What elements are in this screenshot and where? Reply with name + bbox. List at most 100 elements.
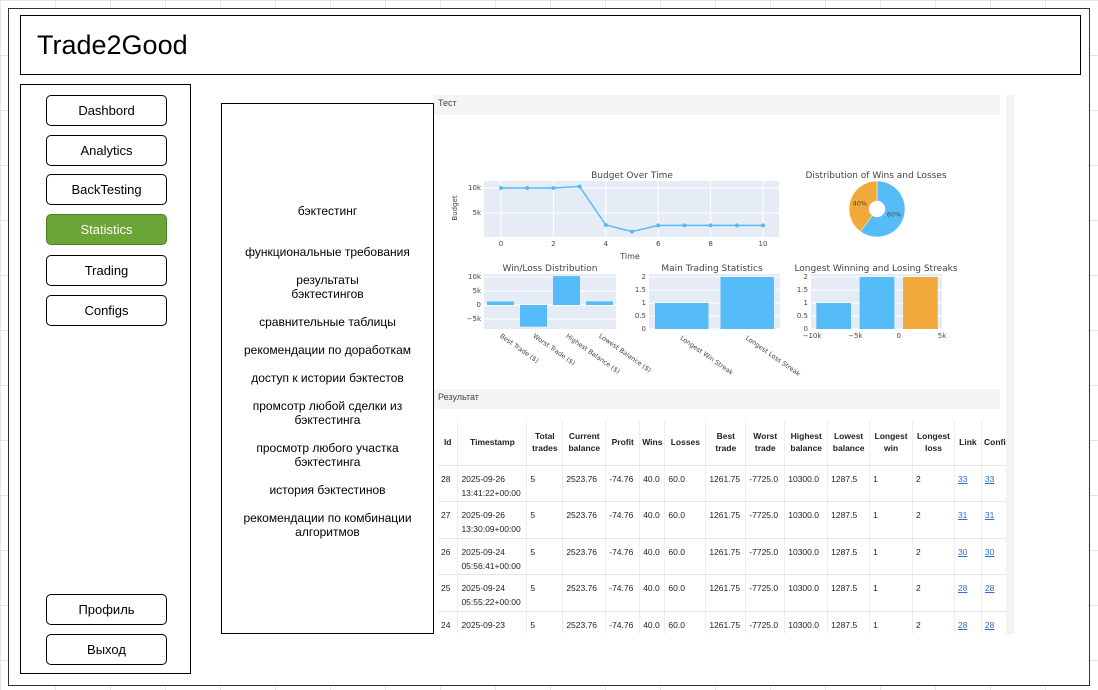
column-header: Worst trade xyxy=(745,420,786,465)
link-link[interactable]: 28 xyxy=(957,583,968,593)
column-header: Best trade xyxy=(705,420,747,465)
table-cell: 1287.5 xyxy=(827,464,871,502)
pie-slice xyxy=(860,180,906,238)
bar xyxy=(520,305,547,327)
bar xyxy=(553,276,580,305)
x-tick-label: 0 xyxy=(896,332,900,340)
req-item: рекомендации по комбинации алгоритмов xyxy=(243,511,412,539)
y-axis-label: Budget xyxy=(451,195,459,220)
y-tick-label: 0 xyxy=(477,301,481,309)
table-cell: 28 xyxy=(954,574,982,611)
profile-button[interactable]: Профиль xyxy=(46,594,167,625)
plot-background xyxy=(484,181,779,237)
nav-statistics[interactable]: Statistics xyxy=(46,214,167,245)
data-point xyxy=(682,223,687,228)
table-cell: 1 xyxy=(869,501,914,538)
table-cell: 2523.76 xyxy=(562,610,607,634)
section-test-header: Тест xyxy=(434,95,1000,115)
table-cell: -7725.0 xyxy=(745,501,786,538)
x-tick-label: 4 xyxy=(604,240,609,248)
chart-title: Longest Winning and Losing Streaks xyxy=(794,264,957,274)
table-cell: -7725.0 xyxy=(745,464,786,502)
config-link[interactable]: 31 xyxy=(984,510,995,520)
config-link[interactable]: 28 xyxy=(984,619,995,630)
y-tick-label: 0.5 xyxy=(797,312,808,320)
link-link[interactable]: 33 xyxy=(957,473,968,484)
table-cell: 27 xyxy=(438,501,459,538)
table-cell: 10300.0 xyxy=(784,464,829,502)
nav-trading[interactable]: Trading xyxy=(46,255,167,286)
x-tick-label: 8 xyxy=(708,240,712,248)
table-cell: 2523.76 xyxy=(562,464,607,502)
nav-analytics[interactable]: Analytics xyxy=(46,135,167,166)
y-tick-label: 10k xyxy=(468,273,482,281)
column-header: Total trades xyxy=(526,420,564,465)
table-cell: 2 xyxy=(912,610,955,634)
table-row: 25 2025-09-24 05:55:22+00:00 5 2523.76 -74.7… xyxy=(438,574,1014,611)
nav-backtesting[interactable]: BackTesting xyxy=(46,174,167,205)
pie-label: 40% xyxy=(853,199,867,207)
table-cell: -7725.0 xyxy=(745,610,786,634)
table-cell: 60.0 xyxy=(664,610,707,634)
table-cell: 40.0 xyxy=(639,610,666,634)
x-tick-label: 2 xyxy=(551,240,555,248)
table-cell: 5 xyxy=(526,464,564,502)
table-cell: 60.0 xyxy=(664,501,707,538)
table-cell: 2523.76 xyxy=(562,501,607,538)
table-cell: 33 xyxy=(954,464,982,502)
logout-button[interactable]: Выход xyxy=(46,634,167,665)
table-cell: 1287.5 xyxy=(827,610,871,634)
table-cell: 40.0 xyxy=(639,574,666,611)
table-row: 27 2025-09-26 13:30:09+00:00 5 2523.76 -74.7… xyxy=(438,501,1014,538)
link-link[interactable]: 30 xyxy=(957,546,968,557)
table-cell: 60.0 xyxy=(664,537,707,575)
config-link[interactable]: 33 xyxy=(984,473,995,484)
requirements-panel: бэктестинг функциональные требования рез… xyxy=(221,103,434,634)
x-tick-label: Longest Loss Streak xyxy=(744,334,802,378)
y-tick-label: 5k xyxy=(472,209,481,217)
table-cell: 2025-09-24 05:56:41+00:00 xyxy=(457,537,528,575)
app-header: Trade2Good xyxy=(20,15,1081,75)
y-tick-label: 2 xyxy=(642,273,646,281)
y-tick-label: −5k xyxy=(467,315,482,323)
x-tick-label: 10 xyxy=(759,240,768,248)
data-point xyxy=(761,223,765,228)
link-link[interactable]: 28 xyxy=(957,619,968,630)
config-link[interactable]: 30 xyxy=(984,546,995,557)
results-table: Id Timestamp Total trades Current balance Pr… xyxy=(438,420,1014,634)
table-cell: 5 xyxy=(526,537,564,575)
data-point xyxy=(577,184,582,189)
table-cell: 1 xyxy=(869,610,914,634)
chart-title: Budget Over Time xyxy=(591,171,673,181)
column-header: Losses xyxy=(664,420,707,465)
nav-configs[interactable]: Configs xyxy=(46,295,167,326)
x-tick-label: 0 xyxy=(499,240,503,248)
req-item: промсотр любой сделки из бэктестинга xyxy=(252,399,403,427)
table-cell: 1287.5 xyxy=(827,574,871,611)
pie-label: 60% xyxy=(887,211,901,219)
req-item: функциональные требования xyxy=(245,245,410,259)
scrollbar[interactable] xyxy=(1006,95,1014,634)
table-cell: 2 xyxy=(912,464,955,502)
table-cell: 2523.76 xyxy=(562,537,607,575)
req-item: сравнительные таблицы xyxy=(259,315,396,329)
data-point xyxy=(630,229,634,234)
data-point xyxy=(708,223,713,228)
table-cell: 30 xyxy=(954,537,982,575)
table-cell: 26 xyxy=(438,537,459,575)
x-axis-label: Time xyxy=(619,252,640,261)
table-cell: 5 xyxy=(526,574,564,611)
bar xyxy=(487,301,514,305)
table-cell: 2 xyxy=(912,537,955,575)
column-header: Profit xyxy=(605,420,641,465)
config-link[interactable]: 28 xyxy=(984,583,995,593)
table-cell: 2025-09-24 05:55:22+00:00 xyxy=(457,574,528,611)
table-cell: -74.76 xyxy=(605,501,641,538)
bar xyxy=(903,277,938,329)
link-link[interactable]: 31 xyxy=(957,510,968,520)
chart-title: Win/Loss Distribution xyxy=(502,264,597,274)
nav-dashboard[interactable]: Dashbord xyxy=(46,95,167,126)
req-item: результаты бэктестингов xyxy=(291,273,364,301)
req-item: история бэктестинов xyxy=(269,483,386,497)
table-cell: 2 xyxy=(912,574,955,611)
